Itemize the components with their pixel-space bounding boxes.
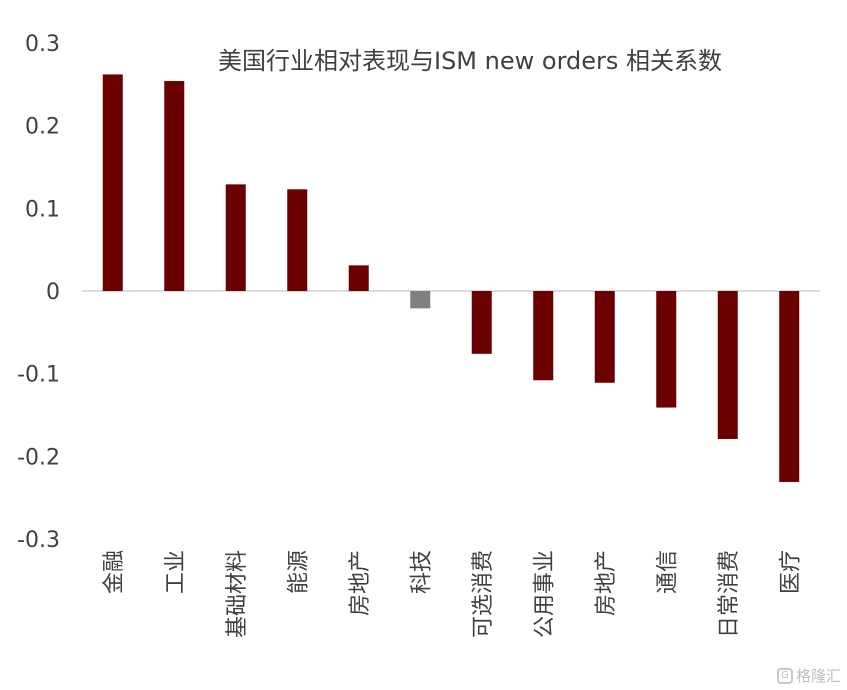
watermark-text: 格隆汇 [795,667,841,685]
category-label: 房地产 [348,550,373,616]
category-label: 金融 [102,550,127,594]
watermark: G 格隆汇 [776,665,841,686]
bar [410,291,431,309]
bar [225,184,246,291]
bar [287,189,308,291]
bar [533,291,554,381]
y-tick-label: 0.2 [25,115,60,140]
y-tick-label: 0.3 [25,32,60,57]
category-label: 房地产 [594,550,619,616]
category-label: 公用事业 [532,550,557,638]
y-tick-label: 0 [46,280,60,305]
y-tick-label: -0.1 [17,363,60,388]
bar [164,81,185,291]
logo-icon: G [776,667,793,684]
category-label: 医疗 [778,550,803,594]
category-label: 工业 [163,550,188,594]
y-tick-label: -0.2 [17,445,60,470]
bar [102,74,123,291]
category-label: 日常消费 [717,550,742,638]
category-label: 能源 [286,550,311,594]
category-label: 可选消费 [471,550,496,638]
bar [779,291,800,482]
y-tick-label: 0.1 [25,197,60,222]
category-labels: 金融 工业 基础材料 能源 房地产 科技 可选消费 公用事业 房地产 通信 日常消费 医疗 [102,550,804,638]
bar [717,291,738,439]
y-axis-ticks: 0.3 0.2 0.1 0 -0.1 -0.2 -0.3 [17,32,60,553]
category-label: 基础材料 [225,550,250,638]
bar [348,265,369,291]
category-label: 通信 [655,550,680,594]
bar [656,291,677,408]
y-tick-label: -0.3 [17,528,60,553]
bar [471,291,492,354]
category-label: 科技 [409,550,434,594]
chart-title: 美国行业相对表现与ISM new orders 相关系数 [218,47,722,75]
bars-group [102,74,800,482]
bar [594,291,615,383]
